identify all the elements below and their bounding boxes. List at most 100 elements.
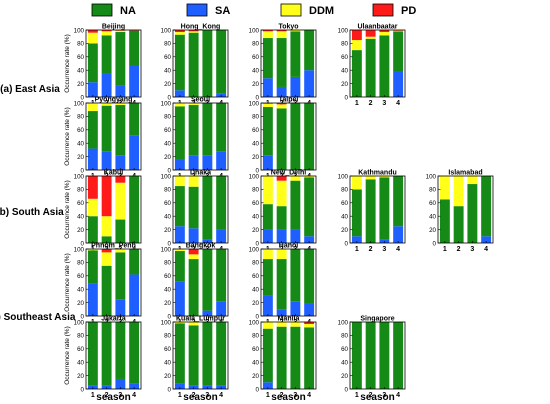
y-tick-label: 0	[433, 240, 437, 247]
bar-pd-season-1	[87, 176, 98, 199]
y-tick-label: 80	[252, 114, 259, 121]
y-axis-label: Occurrence rate (%)	[64, 180, 71, 239]
x-tick-label: 3	[382, 392, 386, 399]
panel-title: Seoul	[191, 97, 210, 104]
bar-ddm-season-4	[304, 176, 315, 178]
panel-frame	[85, 29, 142, 98]
bar-na-season-3	[202, 103, 213, 156]
bar-sa-season-3	[115, 378, 126, 389]
bar-na-season-3	[202, 322, 213, 386]
panel-title: Kathmandu	[358, 170, 397, 177]
y-tick-label: 80	[429, 187, 436, 194]
y-tick-label: 20	[77, 227, 84, 234]
panel-bangkok: Bangkok1234020406080100	[161, 243, 229, 326]
legend-swatch-ddm	[280, 3, 302, 17]
bar-ddm-season-2	[276, 31, 287, 39]
y-tick-label: 0	[81, 386, 85, 393]
bar-na-season-3	[467, 184, 478, 243]
y-tick-label: 80	[164, 260, 171, 267]
bar-sa-season-3	[290, 229, 301, 243]
y-tick-label: 20	[341, 81, 348, 88]
bar-ddm-season-3	[467, 176, 478, 185]
bar-sa-season-2	[276, 229, 287, 243]
y-tick-label: 40	[252, 141, 259, 148]
bar-na-season-2	[276, 38, 287, 87]
panel-tokyo: Tokyo1234020406080100	[249, 24, 317, 107]
y-tick-label: 40	[164, 287, 171, 294]
bar-na-season-2	[101, 35, 112, 74]
y-tick-label: 0	[81, 94, 85, 101]
bar-na-season-2	[365, 322, 376, 389]
bar-pd-season-2	[188, 249, 199, 255]
bar-sa-season-4	[129, 135, 140, 170]
panel-title: New_Delhi	[271, 170, 306, 177]
bar-na-season-4	[216, 176, 227, 230]
panel-kabul: Kabul1234020406080100Occurrence rate (%)	[64, 170, 142, 253]
bar-na-season-1	[439, 199, 450, 243]
bar-pd-season-1	[262, 30, 273, 32]
bar-sa-season-4	[304, 303, 315, 316]
bar-na-season-2	[188, 325, 199, 386]
legend-label-ddm: DDM	[309, 5, 334, 17]
bar-ddm-season-2	[453, 176, 464, 207]
y-tick-label: 0	[168, 167, 172, 174]
y-tick-label: 100	[249, 173, 260, 180]
y-tick-label: 100	[161, 27, 172, 34]
y-tick-label: 100	[249, 246, 260, 253]
bar-pd-season-2	[101, 249, 112, 253]
legend-label-na: NA	[120, 5, 136, 17]
bar-sa-season-4	[216, 301, 227, 316]
bar-pd-season-3	[379, 30, 390, 33]
bar-na-season-2	[101, 322, 112, 386]
bar-ddm-season-1	[351, 176, 362, 190]
legend: NA SA DDM PD	[91, 3, 416, 17]
bar-pd-season-2	[188, 30, 199, 32]
y-tick-label: 80	[77, 114, 84, 121]
bar-na-season-2	[188, 186, 199, 229]
y-tick-label: 80	[77, 333, 84, 340]
x-tick-label: 1	[355, 100, 359, 107]
y-tick-label: 40	[77, 287, 84, 294]
bar-ddm-season-2	[276, 322, 287, 327]
y-tick-label: 40	[429, 214, 436, 221]
bar-ddm-season-3	[115, 249, 126, 253]
y-tick-label: 60	[164, 200, 171, 207]
y-tick-label: 80	[341, 333, 348, 340]
bar-ddm-season-3	[379, 176, 390, 178]
y-tick-label: 0	[81, 240, 85, 247]
y-axis-label: Occurrence rate (%)	[64, 107, 71, 166]
x-tick-label: 3	[382, 100, 386, 107]
panel-title: Tokyo	[278, 24, 298, 31]
bar-ddm-season-2	[276, 180, 287, 207]
panel-frame	[260, 321, 317, 390]
bar-sa-season-4	[129, 65, 140, 97]
y-tick-label: 40	[164, 214, 171, 221]
bar-na-season-3	[115, 105, 126, 156]
bar-pd-season-1	[174, 30, 185, 33]
y-tick-label: 80	[164, 41, 171, 48]
panel-grid: Beijing1234020406080100Occurrence rate (…	[64, 24, 494, 403]
bar-ddm-season-2	[101, 103, 112, 106]
y-tick-label: 40	[252, 68, 259, 75]
bar-na-season-2	[101, 105, 112, 152]
legend-label-pd: PD	[401, 5, 416, 17]
y-tick-label: 100	[161, 173, 172, 180]
bar-pd-season-2	[276, 176, 287, 181]
bar-ddm-season-1	[262, 249, 273, 260]
bar-ddm-season-1	[174, 176, 185, 187]
bar-na-season-2	[276, 259, 287, 310]
bar-sa-season-2	[101, 151, 112, 170]
y-tick-label: 60	[77, 54, 84, 61]
panel-frame	[260, 29, 317, 98]
panel-title: Dhaka	[190, 170, 211, 177]
bar-pd-season-2	[276, 103, 287, 105]
y-tick-label: 20	[164, 81, 171, 88]
y-tick-label: 80	[77, 41, 84, 48]
bar-ddm-season-2	[365, 176, 376, 180]
bar-na-season-4	[216, 249, 227, 302]
bar-na-season-4	[129, 176, 140, 243]
bar-ddm-season-1	[262, 176, 273, 205]
x-tick-label: 4	[396, 100, 400, 107]
